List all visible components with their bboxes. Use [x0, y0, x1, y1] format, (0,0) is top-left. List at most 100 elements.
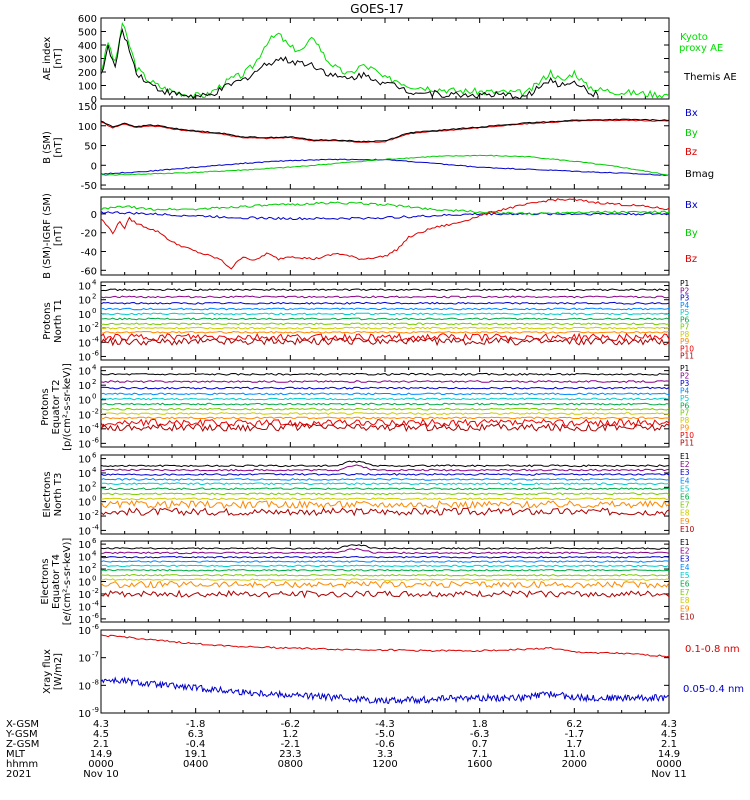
y-axis-label: [p/(cm²-s-sr-keV)] [62, 363, 73, 451]
orbit-cell: 4.3 [93, 719, 109, 730]
series-line-0-1-0-8-nm [101, 634, 669, 658]
y-tick-label-exponent: -6 [92, 349, 100, 357]
orbit-cell: 1.7 [566, 739, 582, 750]
y-tick-label: -60 [81, 266, 97, 277]
y-tick-label: -50 [81, 181, 97, 192]
y-tick-label-exponent: 2 [92, 562, 96, 570]
legend-label: E7 [680, 588, 690, 597]
orbit-row-label: Z-GSM [6, 739, 39, 750]
legend-label: E4 [680, 563, 690, 572]
legend-label: Bz [685, 254, 697, 265]
legend-label: P5 [680, 394, 690, 403]
series-line-e2 [101, 547, 669, 555]
y-tick-label: 400 [78, 41, 97, 52]
y-tick-label-exponent: 0 [92, 393, 96, 401]
series-line-p11 [101, 336, 669, 347]
legend-label: P6 [680, 401, 690, 410]
series-line-p3 [101, 301, 669, 305]
orbit-table: X-GSM 4.3 -1.8 -6.2 -4.3 1.8 6.2 4.3 Y-GSM 4.5 6.3… [5, 719, 687, 780]
series-line-e5 [101, 482, 669, 486]
y-tick-label: 10 [78, 439, 91, 450]
orbit-cell: -6.2 [281, 719, 301, 730]
legend-label: E10 [680, 525, 695, 534]
y-tick-label: 0 [91, 95, 97, 106]
panel-ae: 600 500 400 300 200 100 0 AE index [nT] Kyotoprox… [42, 14, 737, 106]
legend-label: P8 [680, 416, 690, 425]
y-tick-label: -40 [81, 248, 97, 259]
y-tick-label: 300 [78, 55, 97, 66]
orbit-cell: 4.5 [93, 729, 109, 740]
panel-frame [100, 366, 670, 448]
orbit-cell: 1600 [467, 759, 492, 770]
orbit-cell: 2.1 [661, 739, 677, 750]
series-line-p8 [101, 412, 669, 415]
y-tick-label-exponent: 4 [92, 550, 97, 558]
orbit-start-date: Nov 10 [83, 769, 118, 780]
y-axis-label: Protons [40, 388, 51, 425]
y-tick-label-exponent: 4 [92, 279, 97, 287]
series-line-p1 [101, 372, 669, 376]
legend-label: P2 [680, 371, 690, 380]
legend-label: E10 [680, 613, 695, 622]
y-tick-label-exponent: 2 [92, 293, 96, 301]
y-tick-label: 10 [78, 602, 91, 613]
y-tick-label: 10 [78, 540, 91, 551]
legend-label: P3 [680, 294, 690, 303]
orbit-cell: -2.1 [281, 739, 301, 750]
y-tick-label-exponent: -6 [92, 436, 100, 444]
legend-label: P1 [680, 364, 690, 373]
y-tick-label: 10 [78, 282, 91, 293]
series-line-e4 [101, 560, 669, 563]
y-tick-label: 10 [78, 626, 91, 637]
series-line-e8 [101, 578, 669, 581]
y-axis-label: Xray flux [42, 649, 53, 694]
y-axis-label: [nT] [53, 48, 64, 68]
y-axis-label: AE index [42, 37, 53, 81]
series-line-e7 [101, 573, 669, 577]
legend-label: E6 [680, 493, 690, 502]
legend-label: P10 [680, 344, 694, 353]
series-line-p9 [101, 330, 669, 334]
y-axis-label: B (SM) [42, 131, 53, 164]
legend-label: P11 [680, 352, 694, 361]
series-line-e5 [101, 564, 669, 568]
legend-label: Bx [685, 108, 698, 119]
legend-label: E4 [680, 476, 690, 485]
panel-frame [100, 281, 670, 361]
y-tick-label: 10 [78, 565, 91, 576]
orbit-row-label: MLT [6, 749, 26, 760]
series-line-e6 [101, 487, 669, 491]
legend-label: 0.05-0.4 nm [683, 684, 744, 695]
series-line-e4 [101, 478, 669, 481]
y-axis-label: B (SM)-IGRF (SM) [42, 193, 53, 279]
y-tick-label-exponent: -9 [92, 706, 99, 714]
orbit-cell: 2.1 [93, 739, 109, 750]
series-line-p9 [101, 416, 669, 420]
y-tick-label: 10 [78, 483, 91, 494]
legend-label: P8 [680, 330, 690, 339]
y-tick-label-exponent: 0 [92, 495, 96, 503]
y-tick-label: 10 [78, 296, 91, 307]
y-tick-label-exponent: 6 [92, 537, 97, 545]
y-tick-label: -20 [81, 229, 97, 240]
y-tick-label: 10 [78, 324, 91, 335]
series-line-p2 [101, 380, 669, 383]
legend-label: E9 [680, 517, 690, 526]
y-tick-label: 10 [78, 310, 91, 321]
series-line-e7 [101, 492, 669, 496]
legend-label: P9 [680, 337, 690, 346]
series-line-p10 [101, 418, 669, 428]
series-line-e10 [101, 589, 669, 599]
series-line-e10 [101, 507, 669, 517]
series-line-kyoto [101, 22, 669, 99]
y-tick-label-exponent: 2 [92, 480, 96, 488]
y-tick-label: 10 [78, 615, 91, 626]
legend-label: P10 [680, 431, 694, 440]
legend-label: E2 [680, 460, 690, 469]
y-axis-label: [W/m2] [53, 653, 64, 690]
y-tick-label: 10 [78, 553, 91, 564]
